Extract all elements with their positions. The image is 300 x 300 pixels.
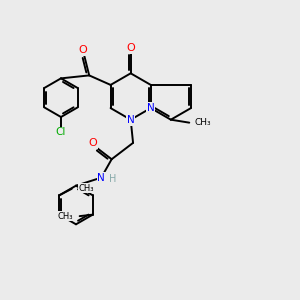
Text: CH₃: CH₃ — [58, 212, 73, 220]
Text: N: N — [127, 115, 135, 125]
Text: H: H — [109, 174, 116, 184]
Text: N: N — [147, 103, 154, 113]
Text: Cl: Cl — [56, 128, 66, 137]
Text: O: O — [126, 43, 135, 53]
Text: CH₃: CH₃ — [195, 118, 211, 127]
Text: N: N — [98, 172, 105, 183]
Text: O: O — [88, 138, 97, 148]
Text: CH₃: CH₃ — [78, 184, 94, 193]
Text: O: O — [78, 45, 87, 55]
